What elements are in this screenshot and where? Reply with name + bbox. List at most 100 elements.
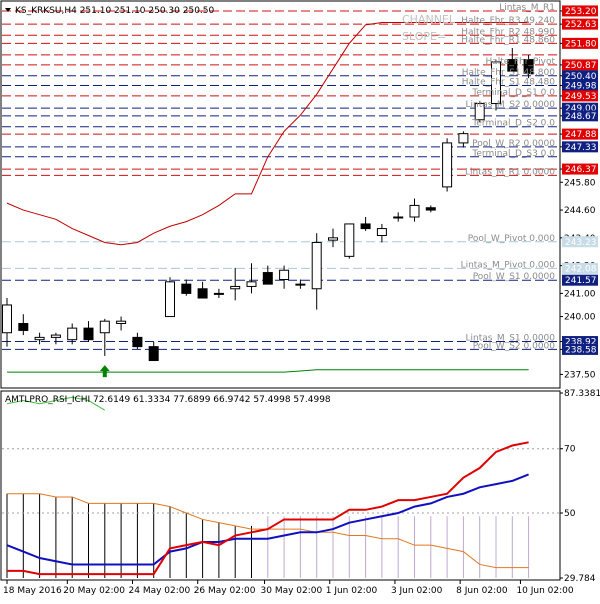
level-label: Halte_Fhr_S1 48.800 — [462, 68, 555, 78]
time-tick-label: 30 May 02:00 — [261, 586, 323, 596]
red-line — [7, 441, 529, 576]
candle-body — [83, 327, 94, 341]
price-tick-label: 237.50 — [564, 370, 596, 380]
price-tag — [562, 59, 598, 71]
time-tick-label: 18 May 2016 — [3, 586, 62, 596]
price-tag — [562, 274, 598, 286]
candle-body — [197, 288, 208, 299]
candle-body — [165, 281, 175, 318]
indicator-axis: 87.3381 70 50 29.784 — [560, 389, 600, 584]
candle-body — [279, 269, 290, 281]
triangle-down-icon[interactable] — [5, 8, 11, 12]
price-tag — [562, 37, 598, 49]
green-line — [6, 396, 106, 411]
rsi-ichi-indicator — [2, 396, 560, 578]
candle-body — [393, 216, 404, 219]
price-tick-label: 244.60 — [564, 206, 596, 216]
candle-body — [491, 61, 501, 105]
time-tick-label: 3 Jun 02:00 — [391, 586, 443, 596]
candle-body — [50, 334, 61, 338]
level-label: Halte_Fhr_S1 48.480 — [462, 77, 555, 87]
price-tag-label: 242.08 — [565, 264, 597, 274]
price-tag-label: 249.98 — [565, 81, 597, 91]
price-tick-label: 241.00 — [564, 289, 596, 299]
price-tag-label: 249.00 — [565, 104, 597, 114]
level-label: Pool_W_S2 0.0000 — [473, 341, 556, 351]
time-tick-label: 24 May 02:00 — [129, 586, 191, 596]
candle-body — [116, 320, 127, 324]
price-tag — [562, 18, 598, 30]
price-tag — [562, 262, 598, 274]
level-label: Terminal_D_S1 0.0 — [471, 88, 555, 98]
candle-body — [409, 204, 420, 218]
price-tags: 253.20252.63251.80250.87250.40249.98249.… — [562, 5, 598, 355]
candle-body — [181, 283, 192, 294]
candle-body — [442, 142, 453, 188]
pivot-levels — [2, 10, 560, 350]
level-label: Halte_Fhr_R2 48.990 — [461, 27, 555, 37]
candle-body — [507, 59, 518, 72]
chart-header: KS_KRKSU,H4 251.10 251.10 250.30 250.50 — [5, 6, 215, 16]
channel-upper-line — [6, 22, 529, 246]
time-tick-label: 8 Jun 02:00 — [456, 586, 508, 596]
price-tag — [562, 236, 598, 248]
price-tag — [562, 70, 598, 82]
indicator-tick-label: 29.784 — [564, 574, 596, 584]
watermark-line-2: SLOPE= — [402, 30, 446, 43]
candle-body — [132, 336, 143, 348]
candle-body — [148, 346, 159, 362]
price-tag — [562, 343, 598, 355]
channel-lines — [6, 22, 529, 378]
main-chart-frame — [0, 0, 561, 389]
price-tag-label: 238.58 — [565, 345, 597, 355]
indicator-tick-label: 50 — [564, 509, 576, 519]
candle-body — [99, 320, 110, 334]
price-tag — [562, 336, 598, 348]
level-label: Terminal_D_S2 0.0 — [471, 119, 555, 129]
candle-body — [474, 103, 485, 121]
candle-body — [67, 327, 78, 341]
level-label: Halte_Fhr_Pivot — [485, 57, 555, 67]
indicator-tick-label: 70 — [564, 445, 576, 455]
candle-body — [523, 59, 534, 74]
price-tag-label: 252.63 — [565, 20, 597, 30]
indicator-tick-label: 87.3381 — [564, 389, 600, 399]
level-label: Lintas_M_Pivot 0.000 — [461, 260, 556, 270]
price-tag — [562, 5, 598, 17]
level-label: Lintas_M_S2 0.0000 — [465, 100, 555, 110]
level-label: Pool_W_R2 0.0000 — [472, 139, 555, 149]
candle-body — [262, 272, 273, 285]
price-tag-label: 249.53 — [565, 92, 597, 102]
watermark: CHANNEL SLOPE= — [402, 13, 456, 43]
price-tag-label: 251.80 — [565, 39, 597, 49]
price-tag-label: 243.23 — [565, 238, 597, 248]
level-label: Halte_Fhr_R3 49.240 — [461, 16, 555, 26]
candle-body — [360, 223, 371, 230]
candle-body — [458, 133, 469, 144]
price-tag — [562, 128, 598, 140]
indicator-title: AMTLPRO_RSI_ICHI 72.6149 61.3334 77.6899… — [5, 395, 331, 405]
price-tag-label: 246.37 — [565, 165, 597, 175]
price-tag-label: 247.33 — [565, 143, 597, 153]
candle-body — [34, 336, 45, 341]
candle-body — [425, 207, 436, 211]
price-tag — [562, 90, 598, 102]
level-label: Pool_W_Pivot 0.000 — [468, 234, 556, 244]
price-tag-label: 250.40 — [565, 72, 597, 82]
candle-body — [18, 322, 29, 331]
channel-lower-line — [7, 369, 529, 373]
candle-body — [344, 223, 355, 257]
price-tag — [562, 79, 598, 91]
time-tick-label: 1 Jun 02:00 — [326, 586, 378, 596]
price-tag — [562, 110, 598, 122]
price-tag — [562, 102, 598, 114]
buy-arrow-icon — [99, 365, 110, 378]
level-label: Lintas_M_S1 0.0000 — [465, 334, 555, 344]
candle-body — [2, 304, 12, 334]
time-tick-label: 10 Jun 02:00 — [516, 586, 573, 596]
symbol-info: KS_KRKSU,H4 251.10 251.10 250.30 250.50 — [15, 6, 215, 16]
candle-body — [230, 285, 241, 290]
